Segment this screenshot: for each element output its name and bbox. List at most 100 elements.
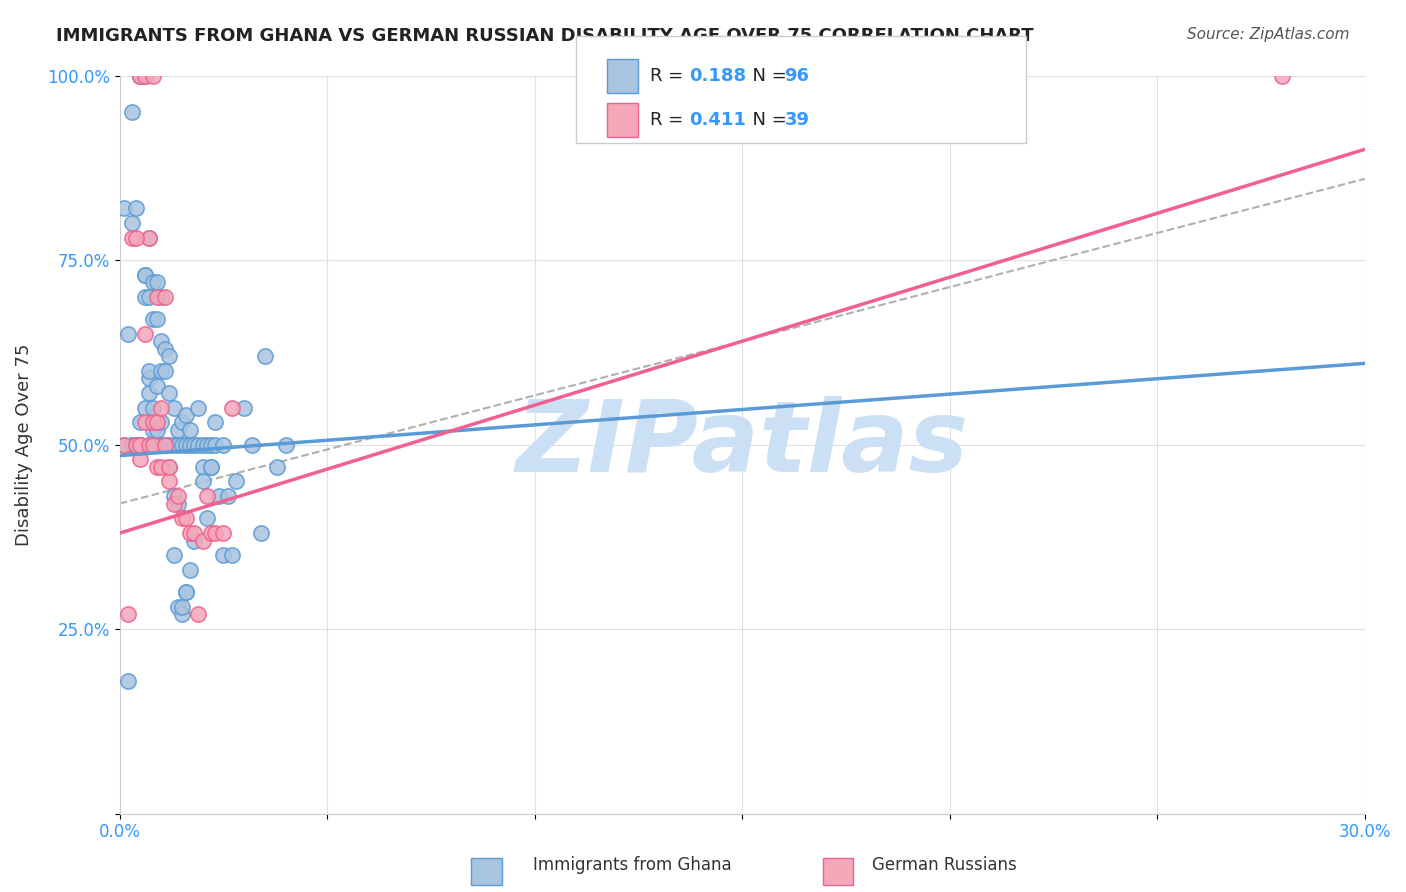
Immigrants from Ghana [170,437,193,451]
Immigrants from Ghana [129,416,152,430]
German Russians [150,459,173,474]
German Russians [117,607,139,622]
German Russians [146,416,169,430]
German Russians [195,489,218,503]
German Russians [174,511,197,525]
Immigrants from Ghana [129,437,152,451]
Immigrants from Ghana [142,312,165,326]
Text: ZIPatlas: ZIPatlas [516,396,969,493]
Immigrants from Ghana [174,585,197,599]
Immigrants from Ghana [174,408,197,422]
Immigrants from Ghana [121,105,143,120]
Immigrants from Ghana [134,401,156,415]
Immigrants from Ghana [121,437,143,451]
Immigrants from Ghana [121,437,143,451]
Immigrants from Ghana [249,526,271,541]
Immigrants from Ghana [166,599,188,614]
Immigrants from Ghana [155,342,177,356]
German Russians [187,607,209,622]
Immigrants from Ghana [204,416,226,430]
Text: Source: ZipAtlas.com: Source: ZipAtlas.com [1187,27,1350,42]
Immigrants from Ghana [200,437,222,451]
Immigrants from Ghana [134,69,156,83]
Text: N =: N = [741,112,793,129]
German Russians [212,526,235,541]
Text: R =: R = [650,67,689,85]
German Russians [183,526,205,541]
German Russians [134,326,156,341]
Immigrants from Ghana [150,334,173,349]
Immigrants from Ghana [253,349,276,363]
Text: German Russians: German Russians [872,856,1017,874]
German Russians [157,475,180,489]
Immigrants from Ghana [134,290,156,304]
Immigrants from Ghana [138,364,160,378]
Text: 39: 39 [785,112,810,129]
Immigrants from Ghana [142,437,165,451]
Immigrants from Ghana [162,489,184,503]
Immigrants from Ghana [187,401,209,415]
German Russians [138,437,160,451]
Immigrants from Ghana [191,459,214,474]
Text: 96: 96 [785,67,810,85]
Immigrants from Ghana [129,69,152,83]
German Russians [150,401,173,415]
Immigrants from Ghana [150,416,173,430]
Immigrants from Ghana [191,475,214,489]
Immigrants from Ghana [225,475,247,489]
German Russians [146,459,169,474]
German Russians [134,69,156,83]
German Russians [162,497,184,511]
German Russians [179,526,201,541]
Immigrants from Ghana [200,459,222,474]
Immigrants from Ghana [187,437,209,451]
Immigrants from Ghana [146,437,169,451]
Immigrants from Ghana [138,290,160,304]
Text: 0.188: 0.188 [689,67,747,85]
Immigrants from Ghana [157,385,180,400]
Text: 0.411: 0.411 [689,112,745,129]
Immigrants from Ghana [138,437,160,451]
Immigrants from Ghana [150,437,173,451]
Immigrants from Ghana [112,202,135,216]
German Russians [138,231,160,245]
Immigrants from Ghana [155,437,177,451]
Immigrants from Ghana [233,401,256,415]
Immigrants from Ghana [142,401,165,415]
Immigrants from Ghana [146,423,169,437]
Immigrants from Ghana [129,69,152,83]
Immigrants from Ghana [274,437,297,451]
German Russians [191,533,214,548]
Immigrants from Ghana [117,326,139,341]
Immigrants from Ghana [195,511,218,525]
Immigrants from Ghana [138,231,160,245]
Immigrants from Ghana [138,371,160,385]
German Russians [146,290,169,304]
Immigrants from Ghana [221,549,243,563]
Immigrants from Ghana [125,437,148,451]
German Russians [166,489,188,503]
Immigrants from Ghana [170,599,193,614]
German Russians [112,437,135,451]
Immigrants from Ghana [142,275,165,289]
Immigrants from Ghana [179,423,201,437]
Immigrants from Ghana [129,69,152,83]
Immigrants from Ghana [162,401,184,415]
German Russians [142,416,165,430]
German Russians [221,401,243,415]
Immigrants from Ghana [146,275,169,289]
Immigrants from Ghana [242,437,264,451]
Immigrants from Ghana [183,437,205,451]
Immigrants from Ghana [166,437,188,451]
Immigrants from Ghana [146,312,169,326]
Immigrants from Ghana [142,416,165,430]
Immigrants from Ghana [112,437,135,451]
German Russians [129,452,152,467]
Immigrants from Ghana [200,459,222,474]
German Russians [125,437,148,451]
German Russians [155,290,177,304]
Text: IMMIGRANTS FROM GHANA VS GERMAN RUSSIAN DISABILITY AGE OVER 75 CORRELATION CHART: IMMIGRANTS FROM GHANA VS GERMAN RUSSIAN … [56,27,1033,45]
Immigrants from Ghana [146,378,169,392]
German Russians [1271,69,1294,83]
Immigrants from Ghana [125,202,148,216]
